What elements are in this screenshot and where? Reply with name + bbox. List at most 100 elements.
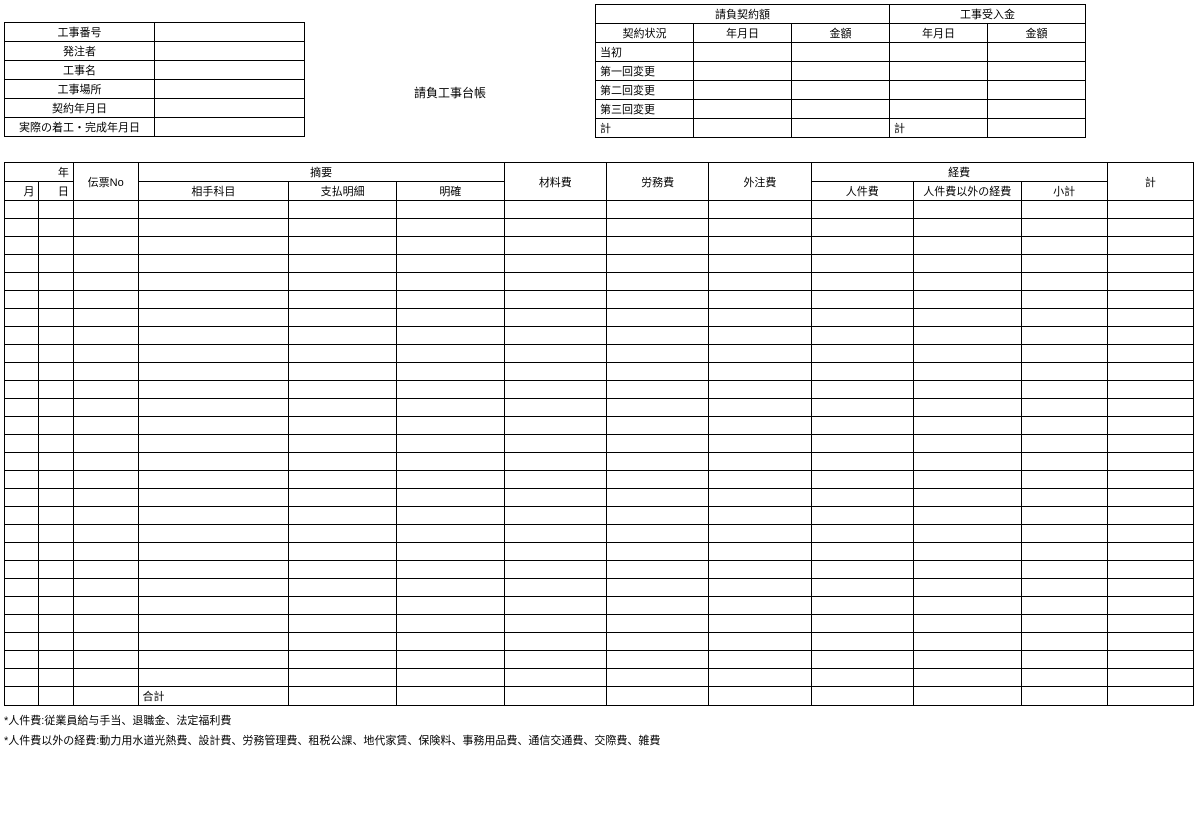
ledger-cell [913, 327, 1021, 345]
ledger-cell [913, 435, 1021, 453]
contract-amount-header: 請負契約額 [596, 5, 890, 24]
ledger-cell [396, 255, 504, 273]
expenses-header: 経費 [811, 163, 1107, 182]
ledger-cell [73, 309, 138, 327]
ledger-cell [289, 489, 397, 507]
ledger-cell [811, 219, 913, 237]
ledger-cell [5, 615, 39, 633]
ledger-cell [709, 489, 811, 507]
contract-row-label: 第三回変更 [596, 100, 694, 119]
ledger-cell [709, 291, 811, 309]
ledger-row [5, 471, 1194, 489]
ledger-cell [1021, 561, 1107, 579]
ledger-cell [709, 309, 811, 327]
ledger-row [5, 597, 1194, 615]
ledger-cell [138, 471, 289, 489]
ledger-cell [396, 273, 504, 291]
info-value [155, 42, 305, 61]
ledger-cell [73, 633, 138, 651]
ledger-cell [811, 669, 913, 687]
ledger-cell [1021, 381, 1107, 399]
ledger-cell [913, 399, 1021, 417]
ledger-cell [606, 597, 708, 615]
ledger-cell [709, 669, 811, 687]
ledger-cell [1021, 291, 1107, 309]
ledger-cell [606, 363, 708, 381]
ledger-cell [138, 597, 289, 615]
ledger-cell [396, 543, 504, 561]
ledger-cell [39, 669, 73, 687]
ledger-cell [1107, 237, 1193, 255]
ledger-cell [5, 453, 39, 471]
ledger-cell [504, 219, 606, 237]
ledger-cell [1107, 579, 1193, 597]
ledger-cell [138, 633, 289, 651]
ledger-cell [913, 309, 1021, 327]
ledger-cell [504, 543, 606, 561]
ledger-cell [606, 237, 708, 255]
ledger-cell [289, 579, 397, 597]
ledger-cell [289, 273, 397, 291]
ledger-cell [1107, 543, 1193, 561]
ledger-cell [396, 687, 504, 706]
ledger-cell [138, 381, 289, 399]
contract-cell [792, 81, 890, 100]
ledger-cell [913, 507, 1021, 525]
ledger-cell [913, 363, 1021, 381]
ledger-cell [504, 273, 606, 291]
ledger-cell [709, 237, 811, 255]
ledger-cell [913, 219, 1021, 237]
ledger-row [5, 543, 1194, 561]
ledger-cell [606, 381, 708, 399]
ledger-cell [1021, 453, 1107, 471]
ledger-cell [504, 381, 606, 399]
ledger-cell [138, 507, 289, 525]
ledger-cell [39, 597, 73, 615]
ledger-cell [289, 543, 397, 561]
outsource-header: 外注費 [709, 163, 811, 201]
ledger-cell [811, 291, 913, 309]
ledger-cell [396, 237, 504, 255]
ledger-cell [504, 309, 606, 327]
ledger-cell [289, 651, 397, 669]
ledger-cell [138, 201, 289, 219]
ledger-cell [39, 489, 73, 507]
ledger-cell [396, 597, 504, 615]
counterpart-header: 相手科目 [138, 182, 289, 201]
ledger-cell [504, 435, 606, 453]
ledger-cell [709, 255, 811, 273]
contract-table: 請負契約額 工事受入金 契約状況 年月日 金額 年月日 金額 当初第一回変更第二… [595, 4, 1086, 138]
ledger-cell [396, 489, 504, 507]
ledger-row [5, 309, 1194, 327]
ledger-cell [606, 507, 708, 525]
ledger-cell [39, 543, 73, 561]
hr-cost-header: 人件費 [811, 182, 913, 201]
ledger-cell [396, 345, 504, 363]
ledger-cell [504, 255, 606, 273]
ledger-cell [73, 399, 138, 417]
material-header: 材料費 [504, 163, 606, 201]
ledger-cell [396, 633, 504, 651]
ledger-row [5, 615, 1194, 633]
ledger-cell [504, 489, 606, 507]
subtotal-header: 小計 [1021, 182, 1107, 201]
ledger-row [5, 345, 1194, 363]
ledger-cell [5, 273, 39, 291]
ledger-cell [138, 219, 289, 237]
ledger-cell [39, 309, 73, 327]
ledger-cell [709, 327, 811, 345]
ledger-cell [396, 435, 504, 453]
ledger-cell [1021, 327, 1107, 345]
ledger-row [5, 579, 1194, 597]
contract-cell [792, 62, 890, 81]
ledger-cell [39, 291, 73, 309]
ledger-row [5, 435, 1194, 453]
ledger-cell [138, 417, 289, 435]
ledger-cell [73, 381, 138, 399]
ledger-cell [5, 201, 39, 219]
ledger-cell [811, 633, 913, 651]
ledger-cell [138, 435, 289, 453]
ledger-cell [606, 669, 708, 687]
ledger-cell [1021, 597, 1107, 615]
ledger-cell [811, 363, 913, 381]
